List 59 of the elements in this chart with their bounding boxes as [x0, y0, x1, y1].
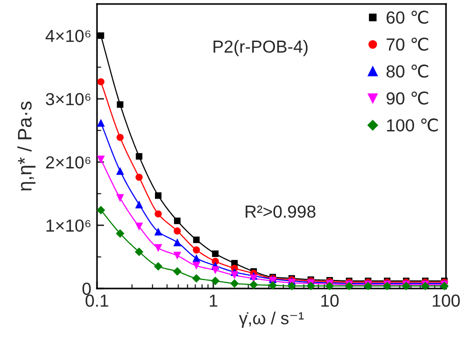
point [135, 222, 144, 230]
point [211, 276, 220, 286]
legend-label: 80 ℃ [386, 64, 428, 78]
y-tick-label: 1×10⁶ [46, 219, 90, 232]
point [212, 250, 219, 257]
point [192, 274, 201, 283]
point [211, 266, 220, 274]
point [136, 153, 142, 160]
point [173, 252, 182, 260]
point [268, 281, 278, 290]
x-tick-label: 10 [321, 294, 339, 307]
point [154, 244, 162, 252]
point [193, 236, 200, 244]
y-tick-label: 3×10⁶ [46, 93, 90, 106]
point [192, 254, 200, 262]
point [154, 262, 163, 271]
point [174, 227, 181, 235]
x-axis-title: γ̇,ω / s⁻¹ [238, 312, 304, 328]
point [154, 192, 162, 199]
point [192, 246, 200, 254]
point [135, 200, 144, 208]
point [173, 238, 182, 246]
x-tick-label: 100 [432, 294, 460, 307]
point [98, 32, 104, 39]
point [96, 206, 106, 214]
point [306, 282, 316, 290]
point [116, 194, 124, 202]
point [116, 166, 124, 175]
legend-label: 70 ℃ [386, 38, 428, 51]
y-axis-title: η,η* / Pa·s [17, 102, 36, 191]
y-tick-label: 0 [82, 282, 91, 295]
point [250, 274, 258, 282]
legend-label: 60 ℃ [386, 10, 428, 24]
point [173, 267, 182, 276]
x-tick-label: 0.1 [86, 294, 108, 307]
point [97, 78, 104, 86]
point [287, 282, 296, 290]
point [116, 134, 124, 141]
y-tick-label: 4×10⁶ [46, 30, 90, 42]
point [136, 174, 143, 181]
point [325, 282, 334, 290]
point [116, 101, 124, 108]
point [96, 156, 105, 164]
point [154, 228, 162, 236]
point [116, 229, 124, 238]
legend-label: 90 ℃ [386, 91, 428, 105]
annotation: P2(r-POB-4) [214, 40, 308, 56]
point [174, 218, 181, 224]
point [134, 248, 144, 256]
legend-label: 100 ℃ [387, 118, 438, 132]
point [249, 280, 258, 289]
point [96, 118, 105, 127]
x-tick-label: 1 [210, 294, 218, 307]
point [154, 210, 162, 218]
point [192, 262, 200, 270]
point [230, 279, 239, 288]
point [230, 271, 238, 280]
y-tick-label: 2×10⁶ [46, 156, 90, 169]
annotation: R²>0.998 [246, 205, 316, 218]
